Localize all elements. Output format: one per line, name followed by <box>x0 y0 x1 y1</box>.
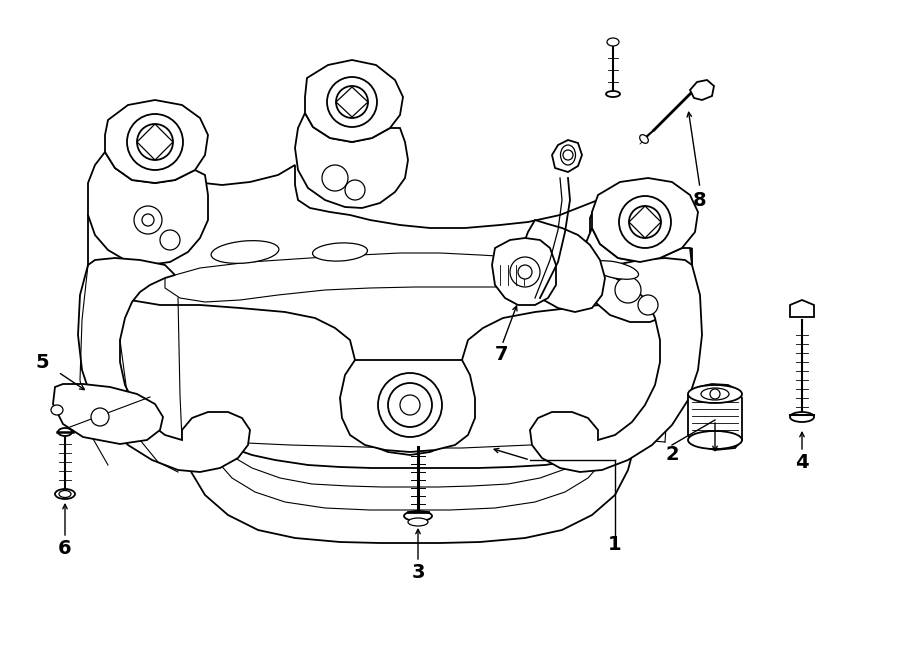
Polygon shape <box>78 258 250 472</box>
Circle shape <box>378 373 442 437</box>
Polygon shape <box>552 140 582 172</box>
Ellipse shape <box>701 388 729 400</box>
Ellipse shape <box>640 135 648 143</box>
Text: 1: 1 <box>608 535 622 555</box>
Circle shape <box>322 165 348 191</box>
Text: 8: 8 <box>693 190 706 210</box>
Circle shape <box>710 389 720 399</box>
Circle shape <box>127 114 183 170</box>
Circle shape <box>142 214 154 226</box>
Circle shape <box>629 206 661 238</box>
Text: 2: 2 <box>665 446 679 465</box>
Ellipse shape <box>312 243 367 261</box>
Polygon shape <box>582 228 692 322</box>
Circle shape <box>336 86 368 118</box>
Polygon shape <box>182 440 636 543</box>
Circle shape <box>388 383 432 427</box>
Circle shape <box>510 257 540 287</box>
Polygon shape <box>690 80 714 100</box>
Polygon shape <box>522 220 605 312</box>
Polygon shape <box>88 152 208 265</box>
Ellipse shape <box>58 428 72 436</box>
Polygon shape <box>790 300 814 317</box>
Polygon shape <box>137 124 173 160</box>
Polygon shape <box>88 140 692 455</box>
Ellipse shape <box>561 145 575 165</box>
Polygon shape <box>165 253 668 302</box>
Circle shape <box>619 196 671 248</box>
Circle shape <box>327 77 377 127</box>
Polygon shape <box>53 384 163 444</box>
Text: 6: 6 <box>58 539 72 557</box>
Circle shape <box>518 265 532 279</box>
Text: 3: 3 <box>411 563 425 582</box>
Polygon shape <box>629 206 661 238</box>
Polygon shape <box>592 178 698 262</box>
Circle shape <box>400 395 420 415</box>
Ellipse shape <box>212 241 279 263</box>
Polygon shape <box>210 440 610 510</box>
Circle shape <box>563 150 573 160</box>
Circle shape <box>134 206 162 234</box>
Ellipse shape <box>494 249 545 267</box>
Circle shape <box>345 180 365 200</box>
Circle shape <box>615 277 641 303</box>
Ellipse shape <box>688 385 742 403</box>
Circle shape <box>638 295 658 315</box>
Ellipse shape <box>790 412 814 422</box>
Ellipse shape <box>55 489 75 499</box>
Circle shape <box>160 230 180 250</box>
Ellipse shape <box>607 38 619 46</box>
Polygon shape <box>530 258 702 472</box>
Polygon shape <box>336 87 368 117</box>
Polygon shape <box>688 384 742 450</box>
Ellipse shape <box>404 511 432 521</box>
Ellipse shape <box>408 518 428 526</box>
Ellipse shape <box>688 431 742 449</box>
Ellipse shape <box>591 260 638 280</box>
Polygon shape <box>492 238 556 305</box>
Ellipse shape <box>606 91 620 97</box>
Polygon shape <box>340 360 475 452</box>
Text: 7: 7 <box>495 346 508 364</box>
Polygon shape <box>305 60 403 142</box>
Circle shape <box>91 408 109 426</box>
Ellipse shape <box>59 490 71 498</box>
Circle shape <box>137 124 173 160</box>
Text: 5: 5 <box>35 352 49 371</box>
Polygon shape <box>105 100 208 183</box>
Text: 4: 4 <box>796 453 809 471</box>
Polygon shape <box>295 113 408 208</box>
Ellipse shape <box>51 405 63 415</box>
